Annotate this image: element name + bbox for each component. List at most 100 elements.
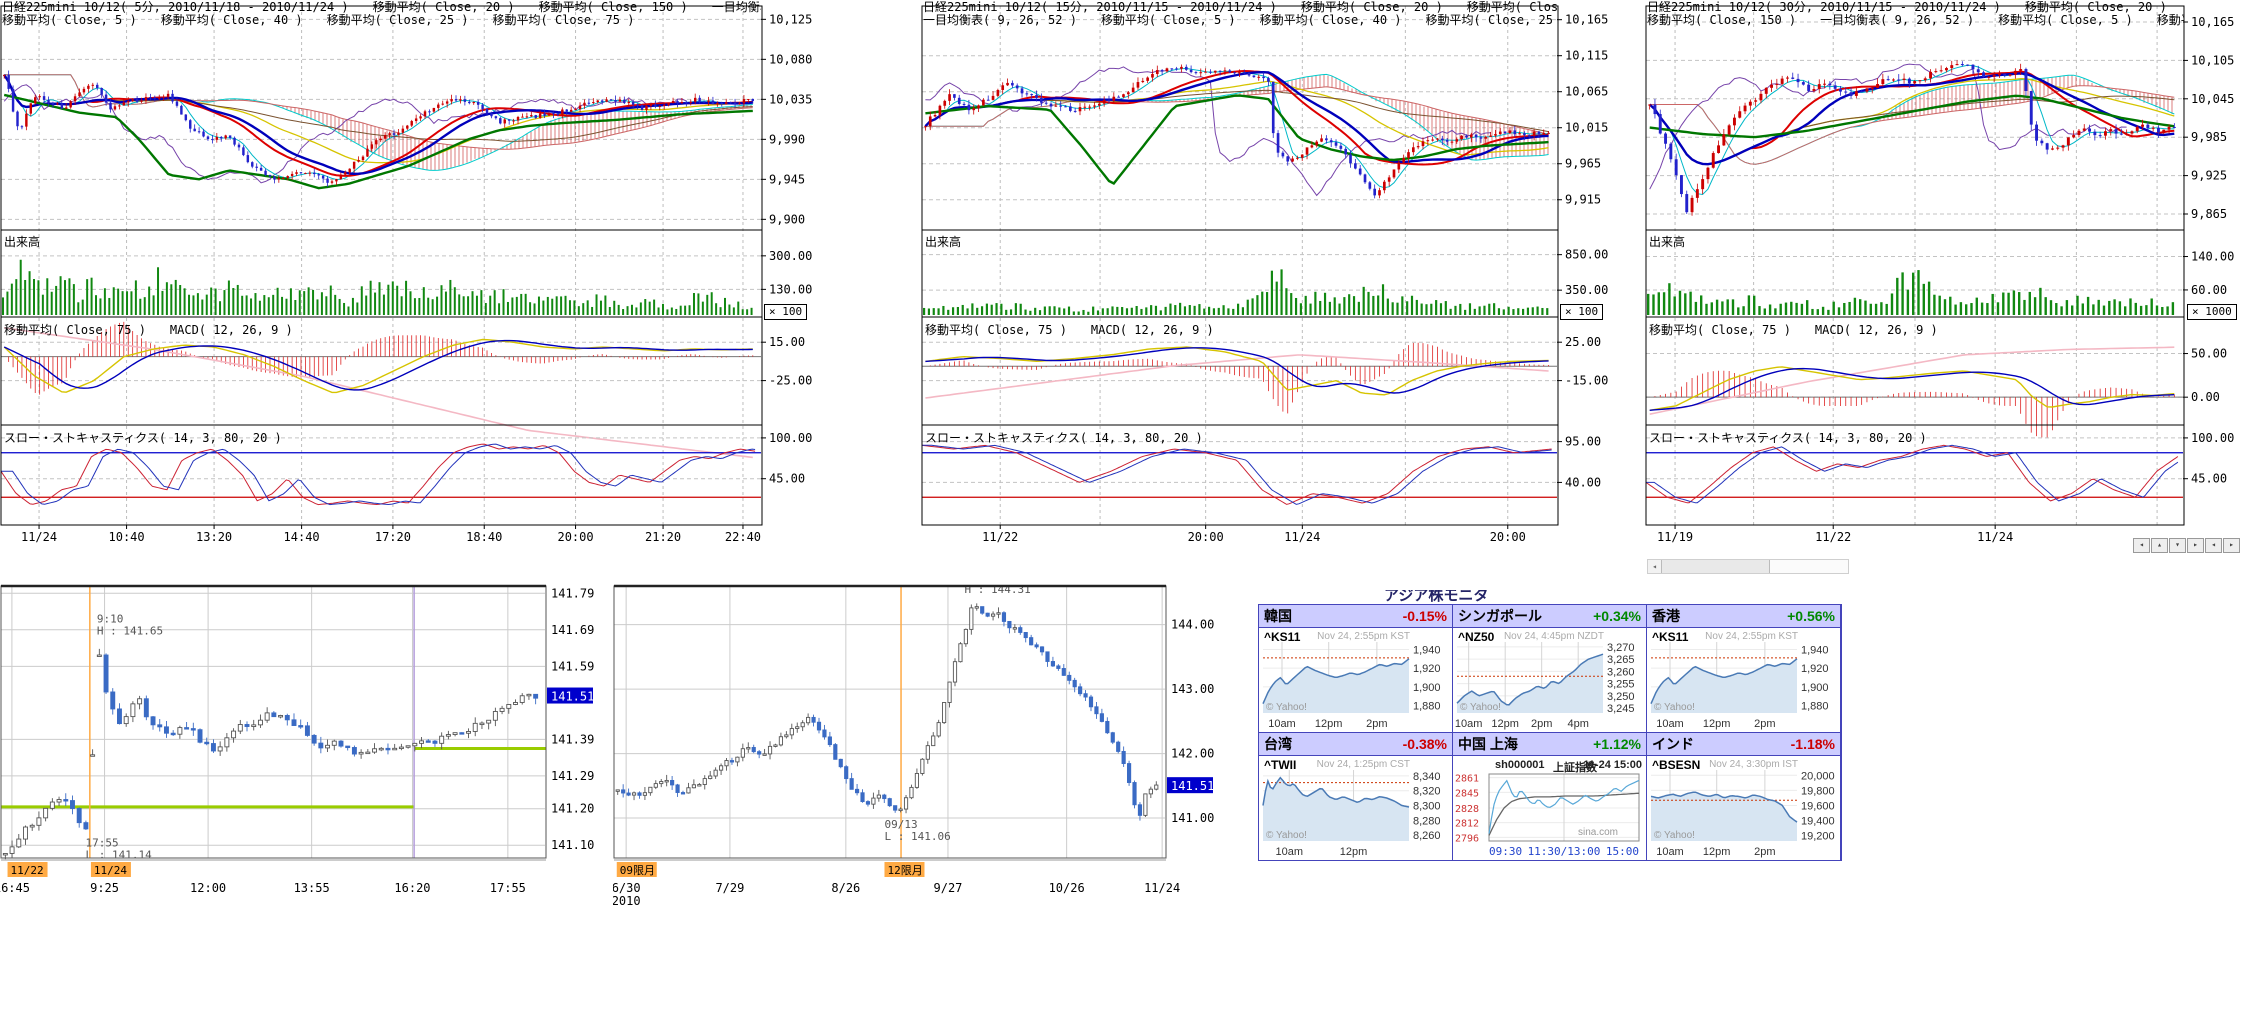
svg-text:141.00: 141.00 — [1171, 811, 1214, 825]
svg-text:3,255: 3,255 — [1607, 679, 1635, 691]
svg-text:1,920: 1,920 — [1413, 663, 1441, 675]
market-change: +0.56% — [1787, 608, 1835, 624]
asia-cell-hongkong[interactable]: 香港 +0.56% ^KS11 Nov 24, 2:55pm KST © Yah… — [1647, 605, 1840, 732]
mini-chart: © Yahoo! 8,340 8,320 8,300 8,280 8,260 10am 12p… — [1262, 770, 1441, 858]
chart-nav-button[interactable]: ▾ — [2169, 538, 2186, 553]
asia-cell-taiwan[interactable]: 台湾 -0.38% ^TWII Nov 24, 1:25pm CST © Yah… — [1259, 733, 1452, 860]
svg-text:9,915: 9,915 — [1565, 193, 1601, 207]
svg-text:11/24: 11/24 — [1284, 530, 1320, 544]
mini-chart: 2861 2845 2828 2812 2796 09:30 11:30/13:00 15:0… — [1455, 773, 1640, 858]
volume-panel-label: 出来高 — [925, 235, 962, 249]
svg-text:2pm: 2pm — [1366, 718, 1387, 730]
nikkei-chart-5min: 日経225mini 10/12( 5分, 2010/11/18 - 2010/1… — [0, 0, 839, 552]
asia-panel-title: アジア株モニタ — [1384, 590, 1489, 603]
svg-text:11/22: 11/22 — [11, 864, 44, 877]
svg-text:22:40: 22:40 — [725, 530, 761, 544]
quote-timestamp: Nov 24, 1:25pm CST — [1316, 759, 1410, 770]
ticker-symbol: sh000001 — [1495, 759, 1545, 771]
asia-cell-singapore[interactable]: シンガポール +0.34% ^NZ50 Nov 24, 4:45pm NZDT … — [1453, 605, 1646, 732]
asia-cell-korea[interactable]: 韓国 -0.15% ^KS11 Nov 24, 2:55pm KST © Yah… — [1259, 605, 1452, 732]
horizontal-scrollbar[interactable]: ◂ — [1647, 559, 1849, 574]
svg-text:19,800: 19,800 — [1801, 785, 1835, 797]
svg-text:10/26: 10/26 — [1049, 881, 1085, 895]
svg-text:18:40: 18:40 — [466, 530, 502, 544]
svg-text:H : 144.31: H : 144.31 — [965, 584, 1031, 596]
stochastics-panel-label: スロー・ストキャスティクス( 14, 3, 80, 20 ) — [4, 431, 282, 445]
svg-text:9,990: 9,990 — [769, 132, 805, 146]
svg-text:50.00: 50.00 — [2191, 347, 2227, 361]
svg-text:10,045: 10,045 — [2191, 92, 2234, 106]
svg-text:300.00: 300.00 — [769, 249, 812, 263]
svg-text:100.00: 100.00 — [769, 431, 812, 445]
chart-nav-button[interactable]: ▸ — [2223, 538, 2240, 553]
svg-text:143.00: 143.00 — [1171, 682, 1214, 696]
market-name: シンガポール — [1458, 608, 1542, 624]
svg-text:2pm: 2pm — [1754, 846, 1775, 858]
svg-text:1,920: 1,920 — [1801, 663, 1829, 675]
svg-text:12pm: 12pm — [1340, 846, 1368, 858]
asia-markets-panel: アジア株モニタ 韓国 -0.15% ^KS11 Nov 24, 2:55pm K… — [1258, 590, 1842, 866]
svg-text:© Yahoo!: © Yahoo! — [1654, 702, 1695, 713]
svg-text:14:40: 14:40 — [284, 530, 320, 544]
svg-text:© Yahoo!: © Yahoo! — [1654, 830, 1695, 841]
scrollbar-thumb[interactable] — [1769, 560, 1848, 573]
svg-text:4pm: 4pm — [1567, 718, 1588, 730]
svg-text:9,900: 9,900 — [769, 212, 805, 226]
svg-text:60.00: 60.00 — [2191, 283, 2227, 297]
volume-multiplier: × 100 — [1560, 304, 1604, 320]
chart-title-line2: 移動平均( Close, 150 ) 一目均衡表( 9, 26, 52 ) 移動… — [1647, 14, 2184, 27]
svg-text:09限月: 09限月 — [620, 864, 655, 877]
svg-text:9/27: 9/27 — [934, 881, 963, 895]
market-change: +0.34% — [1593, 608, 1641, 624]
quote-timestamp: Nov 24, 2:55pm KST — [1317, 631, 1410, 642]
svg-text:0.00: 0.00 — [2191, 390, 2220, 404]
svg-text:95.00: 95.00 — [1565, 435, 1601, 449]
volume-panel-label: 出来高 — [1649, 235, 1686, 249]
svg-text:2812: 2812 — [1455, 819, 1479, 830]
scroll-left-button[interactable]: ◂ — [1648, 560, 1662, 573]
svg-text:L : 141.06: L : 141.06 — [884, 830, 950, 843]
svg-text:11/22: 11/22 — [1815, 530, 1851, 544]
fx-intraday-chart: 141.79 141.69 141.59 141.39 141.29 141.20 141.… — [0, 584, 610, 914]
chart-title-line1: 日経225mini 10/12( 30分, 2010/11/15 - 2010/… — [1647, 1, 2167, 14]
market-change: -0.15% — [1402, 608, 1447, 624]
svg-text:19,200: 19,200 — [1801, 831, 1835, 843]
svg-text:© Yahoo!: © Yahoo! — [1460, 702, 1501, 713]
ticker-symbol: ^KS11 — [1264, 630, 1301, 644]
chart-nav-button[interactable]: ◂ — [2133, 538, 2150, 553]
svg-text:2828: 2828 — [1455, 804, 1479, 815]
chart-nav-button[interactable]: ▸ — [2187, 538, 2204, 553]
svg-text:141.39: 141.39 — [551, 732, 594, 746]
svg-text:1,880: 1,880 — [1801, 701, 1829, 713]
svg-text:141.51: 141.51 — [551, 690, 594, 704]
svg-text:850.00: 850.00 — [1565, 248, 1608, 262]
svg-text:140.00: 140.00 — [2191, 250, 2234, 264]
market-name: インド — [1652, 736, 1694, 752]
asia-cell-shanghai[interactable]: 中国 上海 +1.12% sh000001 上証指数 11-24 15:00 s… — [1453, 733, 1646, 860]
chart-title-line1: 日経225mini 10/12( 15分, 2010/11/15 - 2010/… — [923, 1, 1557, 14]
svg-text:17:20: 17:20 — [375, 530, 411, 544]
svg-text:3,265: 3,265 — [1607, 654, 1635, 666]
market-name: 中国 上海 — [1458, 736, 1518, 752]
chart-canvas: 141.79 141.69 141.59 141.39 141.29 141.20 141.… — [0, 584, 594, 895]
svg-text:8,320: 8,320 — [1413, 786, 1441, 798]
chart-nav-button[interactable]: ▴ — [2151, 538, 2168, 553]
svg-text:15:00: 15:00 — [1606, 845, 1639, 858]
svg-text:100.00: 100.00 — [2191, 431, 2234, 445]
asia-cell-header: 台湾 -0.38% — [1259, 733, 1452, 756]
svg-text:19,600: 19,600 — [1801, 801, 1835, 813]
chart-canvas: 10,165 10,105 10,045 9,985 9,925 9,865 140.00 6… — [1645, 5, 2234, 544]
svg-text:3,245: 3,245 — [1607, 703, 1635, 715]
quote-timestamp: Nov 24, 2:55pm KST — [1705, 631, 1798, 642]
svg-text:141.79: 141.79 — [551, 586, 594, 600]
chart-nav-button[interactable]: ◂ — [2205, 538, 2222, 553]
svg-text:10am: 10am — [1656, 718, 1684, 730]
svg-text:9,865: 9,865 — [2191, 207, 2227, 221]
svg-text:11/24: 11/24 — [94, 864, 127, 877]
index-name: 上証指数 — [1553, 762, 1597, 774]
svg-text:10,165: 10,165 — [1565, 13, 1608, 27]
asia-cell-india[interactable]: インド -1.18% ^BSESN Nov 24, 3:30pm IST © Y… — [1647, 733, 1840, 860]
